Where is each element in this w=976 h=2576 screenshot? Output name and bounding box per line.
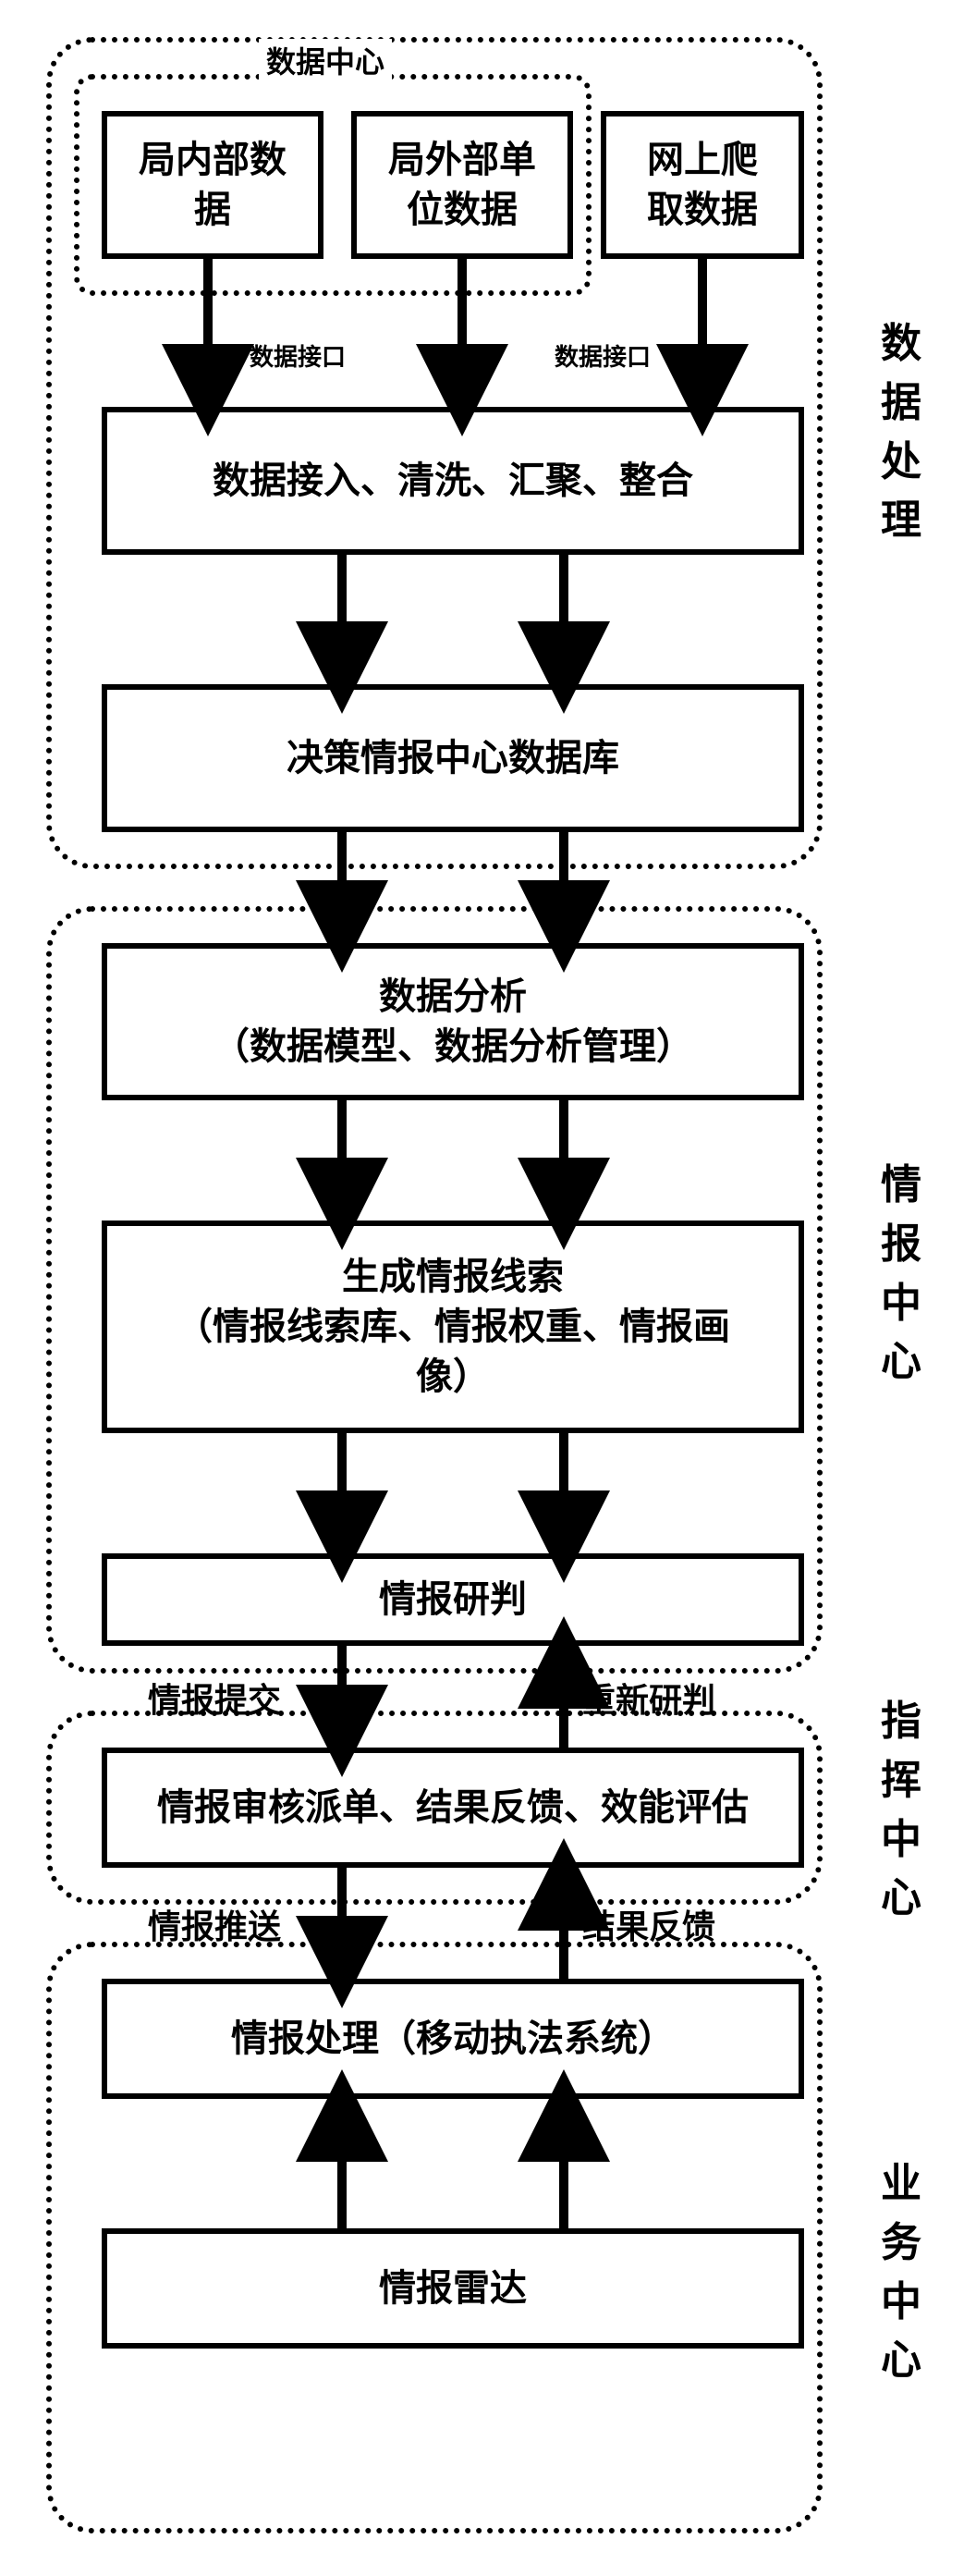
diagram-canvas: 数据中心 局内部数据 局外部单位数据 网上爬取数据 数据接入、清洗、汇聚、整合 … (9, 18, 967, 2558)
arrows-layer (9, 18, 967, 2558)
